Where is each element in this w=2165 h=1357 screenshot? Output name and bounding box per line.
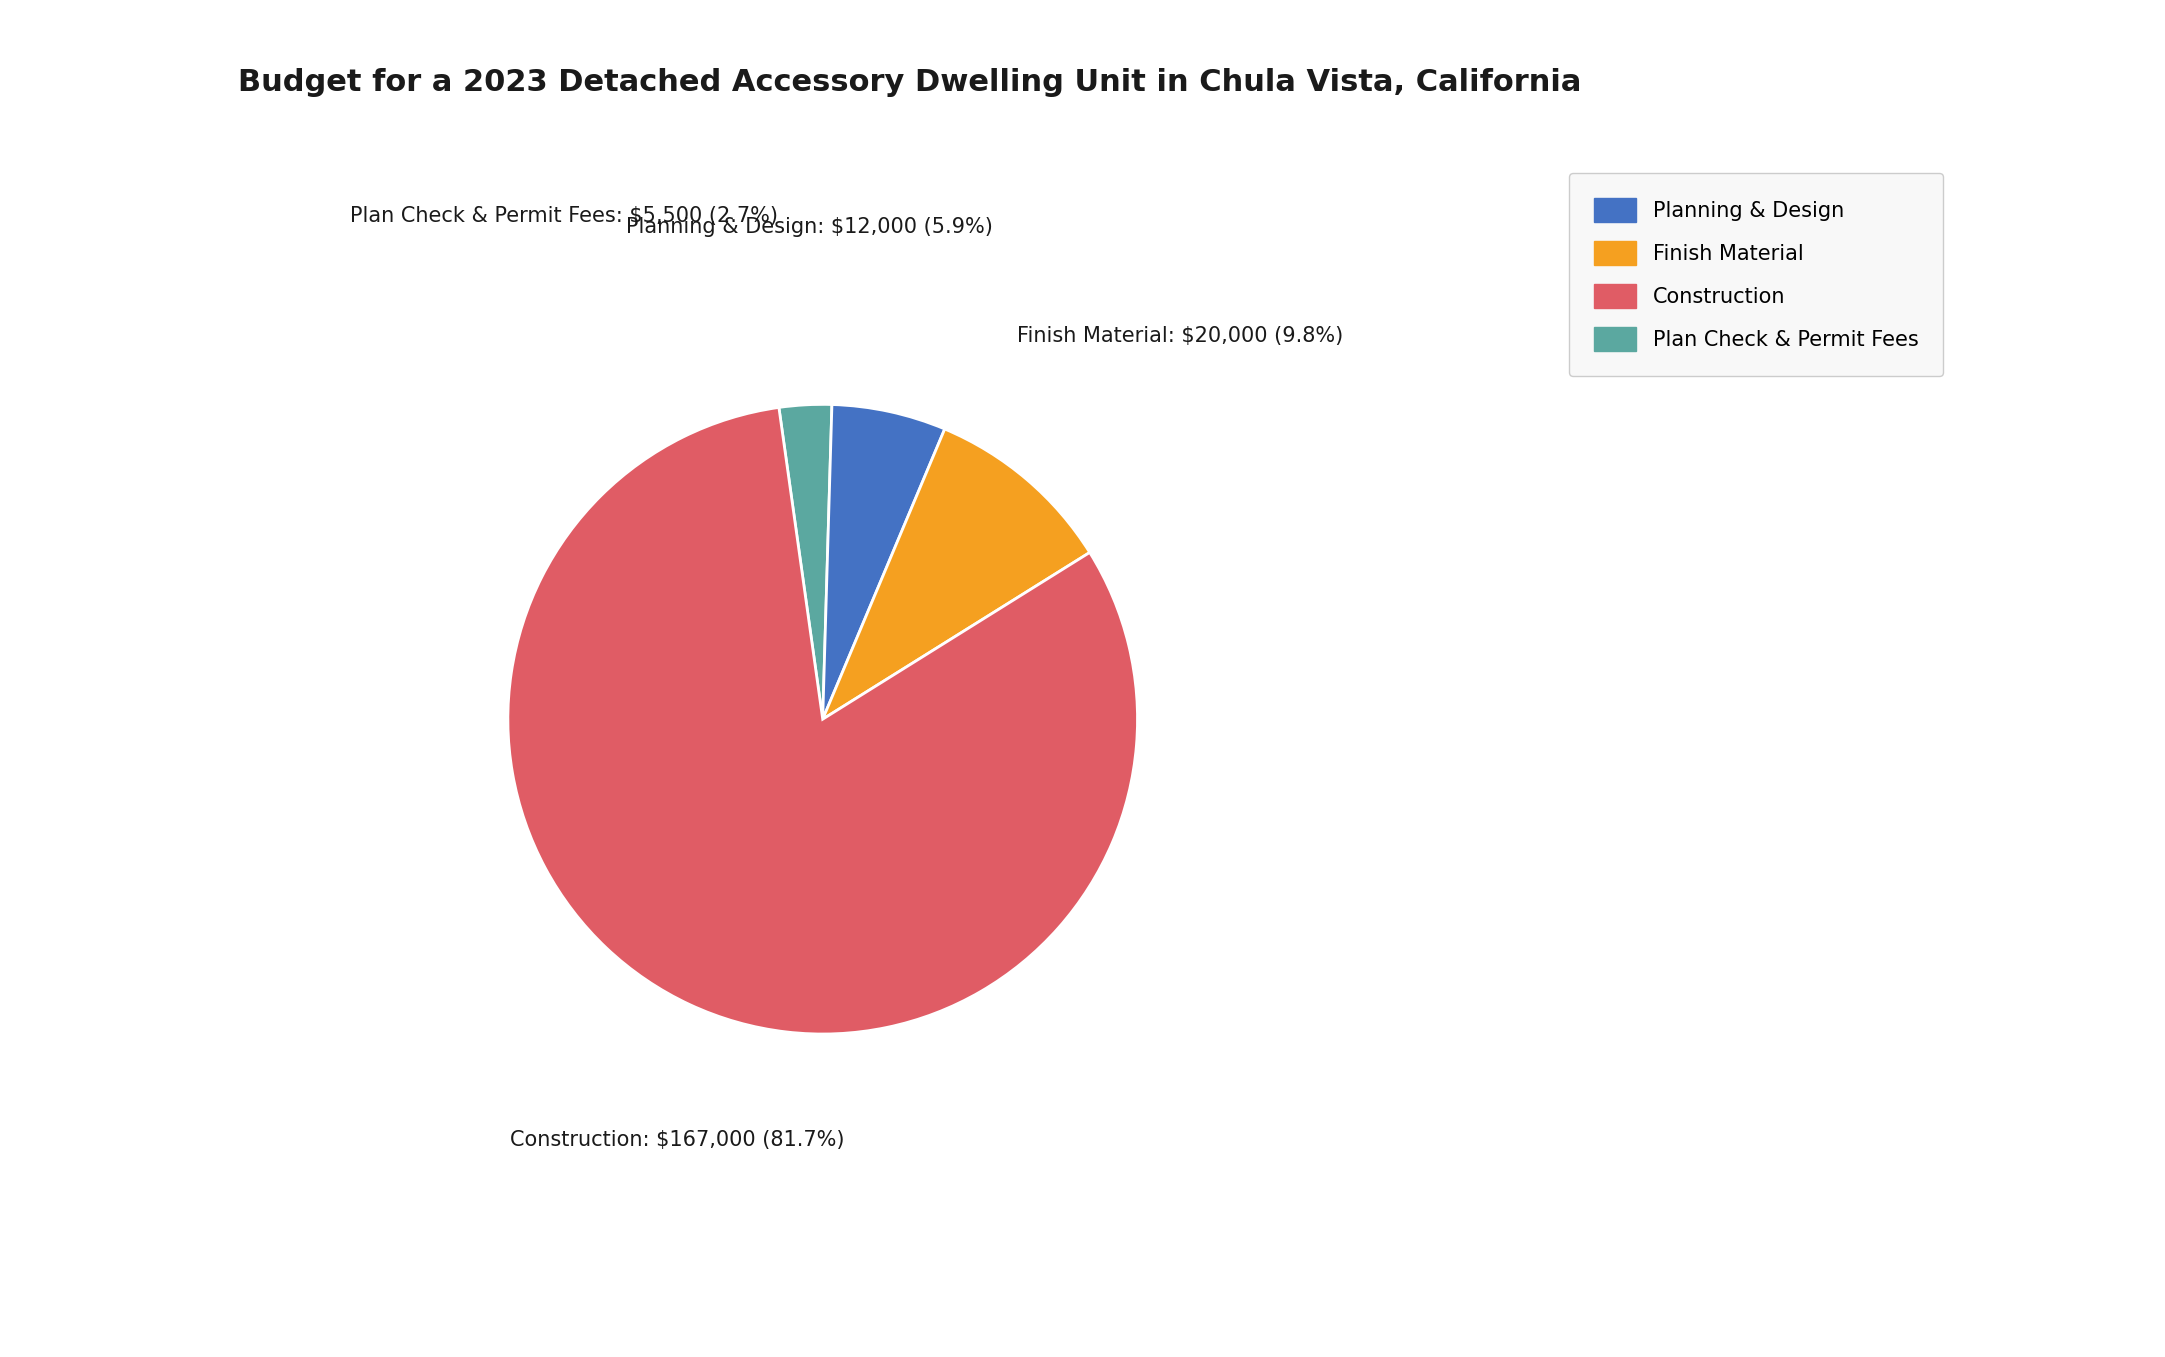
- Wedge shape: [509, 407, 1137, 1034]
- Text: Finish Material: $20,000 (9.8%): Finish Material: $20,000 (9.8%): [1018, 326, 1344, 346]
- Text: Construction: $167,000 (81.7%): Construction: $167,000 (81.7%): [509, 1130, 844, 1149]
- Text: Budget for a 2023 Detached Accessory Dwelling Unit in Chula Vista, California: Budget for a 2023 Detached Accessory Dwe…: [238, 68, 1580, 96]
- Wedge shape: [779, 404, 831, 719]
- Wedge shape: [823, 404, 944, 719]
- Wedge shape: [823, 429, 1089, 719]
- Legend: Planning & Design, Finish Material, Construction, Plan Check & Permit Fees: Planning & Design, Finish Material, Cons…: [1570, 174, 1944, 376]
- Text: Plan Check & Permit Fees: $5,500 (2.7%): Plan Check & Permit Fees: $5,500 (2.7%): [351, 206, 779, 227]
- Text: Planning & Design: $12,000 (5.9%): Planning & Design: $12,000 (5.9%): [626, 217, 994, 237]
